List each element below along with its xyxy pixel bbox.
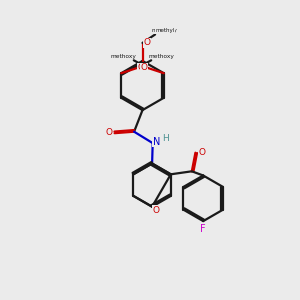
Text: O: O bbox=[140, 63, 147, 72]
Text: methyl: methyl bbox=[155, 28, 174, 33]
Text: methoxy: methoxy bbox=[148, 54, 174, 59]
Text: methoxy: methoxy bbox=[152, 28, 178, 33]
Text: N: N bbox=[153, 137, 160, 147]
Text: O: O bbox=[144, 38, 151, 47]
Text: O: O bbox=[152, 206, 159, 215]
Text: methoxy: methoxy bbox=[111, 54, 136, 59]
Text: O: O bbox=[105, 128, 112, 137]
Text: F: F bbox=[200, 224, 206, 234]
Text: O: O bbox=[199, 148, 206, 157]
Text: O: O bbox=[138, 63, 145, 72]
Text: H: H bbox=[162, 134, 169, 143]
